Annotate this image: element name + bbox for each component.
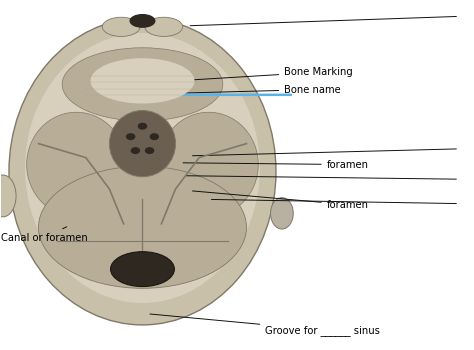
Text: foramen: foramen (183, 160, 369, 169)
Circle shape (136, 15, 149, 25)
Text: foramen: foramen (192, 191, 369, 210)
Text: Bone name: Bone name (119, 85, 341, 95)
Text: Canal or foramen: Canal or foramen (0, 227, 87, 243)
Ellipse shape (91, 58, 194, 104)
Ellipse shape (102, 17, 140, 36)
Ellipse shape (0, 175, 16, 217)
Ellipse shape (38, 166, 246, 288)
Ellipse shape (62, 48, 223, 121)
Ellipse shape (9, 18, 276, 325)
Circle shape (126, 133, 136, 140)
Text: Groove for ______ sinus: Groove for ______ sinus (150, 314, 380, 336)
Circle shape (138, 123, 147, 130)
Ellipse shape (271, 198, 293, 229)
Ellipse shape (145, 17, 182, 36)
Text: Bone Marking: Bone Marking (150, 67, 353, 83)
Ellipse shape (129, 14, 155, 28)
Ellipse shape (110, 252, 174, 287)
Circle shape (145, 147, 155, 154)
Circle shape (150, 133, 159, 140)
Ellipse shape (27, 112, 126, 217)
Ellipse shape (159, 112, 258, 217)
Circle shape (131, 147, 140, 154)
Ellipse shape (25, 33, 260, 303)
Ellipse shape (109, 111, 175, 177)
